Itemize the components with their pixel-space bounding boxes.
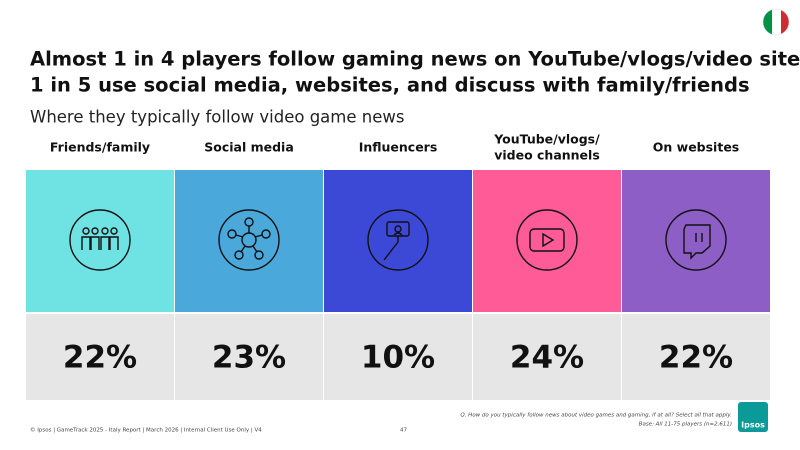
icon: [218, 209, 280, 271]
logo: Ipsos: [738, 402, 768, 432]
value: 10%: [361, 340, 435, 376]
column-label: Friends/family: [50, 140, 150, 155]
logo-text: Ipsos: [741, 421, 765, 430]
value-panel: [622, 314, 770, 400]
value-panel: [175, 314, 323, 400]
column-label: YouTube/vlogs/: [493, 132, 600, 147]
color-panel: [26, 170, 174, 312]
title-line: 1 in 5 use social media, websites, and d…: [30, 74, 750, 97]
icon: [665, 209, 727, 271]
columns: Friends/family 22% Social media 23% Influenc…: [26, 132, 770, 400]
color-panel: [175, 170, 323, 312]
color-panel: [473, 170, 621, 312]
icon: [367, 209, 429, 271]
question: Q. How do you typically follow news abou…: [460, 413, 732, 419]
title-line: Almost 1 in 4 players follow gaming news…: [30, 48, 800, 71]
flag: [762, 8, 790, 36]
page-number: 47: [400, 428, 407, 434]
subtitle: Where they typically follow video game n…: [30, 108, 404, 127]
value: 24%: [510, 340, 584, 376]
value: 23%: [212, 340, 286, 376]
base: Base: All 11-75 players (n=2,611): [639, 422, 732, 428]
value-panel: [26, 314, 174, 400]
column-label: Influencers: [359, 140, 438, 155]
value: 22%: [63, 340, 137, 376]
column-label: video channels: [494, 148, 600, 163]
value-panel: [473, 314, 621, 400]
value-panel: [324, 314, 472, 400]
copyright: © Ipsos | GameTrack 2025 - Italy Report …: [30, 427, 262, 434]
value: 22%: [659, 340, 733, 376]
icon: [69, 209, 131, 271]
icon: [516, 209, 578, 271]
column-label: On websites: [653, 140, 739, 155]
column-label: Social media: [204, 140, 294, 155]
